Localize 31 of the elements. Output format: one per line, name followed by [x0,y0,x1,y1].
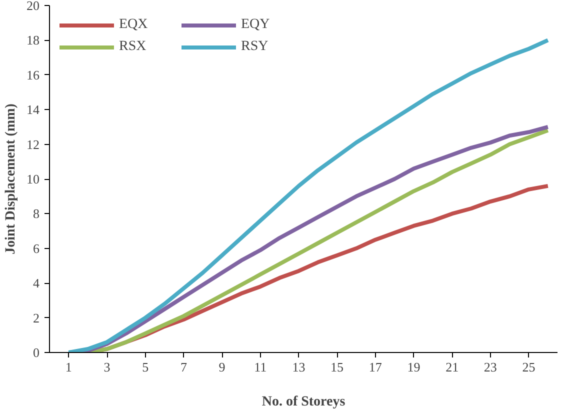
y-tick-label: 20 [26,0,40,13]
y-tick-label: 12 [26,136,40,152]
x-tick-label: 7 [180,360,188,374]
x-tick-label: 3 [104,360,110,374]
x-tick-label: 9 [218,360,226,374]
x-tick-label: 25 [522,360,536,374]
x-tick-label: 23 [484,360,497,374]
y-tick-label: 6 [33,240,40,256]
y-tick-label: 14 [26,102,40,118]
x-axis-title: No. of Storeys [262,394,346,410]
legend-label: RSX [119,39,148,55]
x-tick-label: 5 [142,360,149,374]
legend-label: EQY [241,17,271,33]
y-tick-label: 0 [33,345,40,360]
x-tick-label: 1 [65,360,72,374]
y-tick-label: 10 [26,172,40,186]
legend-label: RSY [241,39,270,55]
x-tick-label: 17 [368,360,382,374]
x-tick-label: 15 [330,360,344,374]
y-tick-label: 4 [33,276,40,291]
y-tick-label: 8 [33,206,40,222]
line-series [66,38,550,352]
x-tick-label: 11 [254,360,267,374]
x-tick-label: 21 [446,360,459,374]
legend-label: EQX [119,17,149,33]
x-tick-label: 19 [407,360,420,374]
y-tick-label: 16 [26,67,40,82]
y-axis-title: Joint Displacement (mm) [4,103,18,254]
x-tick-label: 13 [292,360,306,374]
y-tick-label: 18 [26,32,40,48]
y-tick-label: 2 [33,310,40,326]
